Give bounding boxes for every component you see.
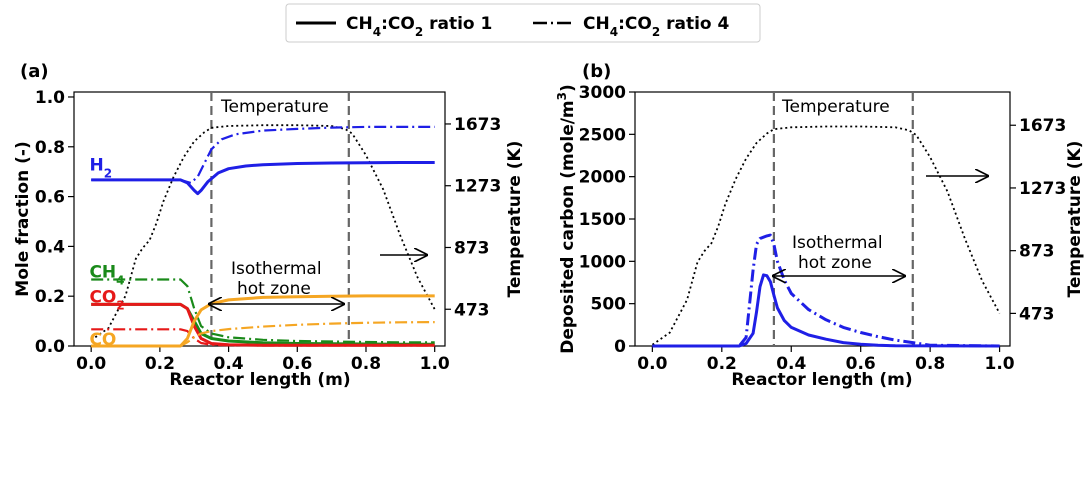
series-line-carbon-ratio-1 [652,273,1000,348]
y-ticks-a: 0.0 0.2 0.4 0.6 0.8 1.0 [35,88,74,357]
y2-tick-label: 1673 [1019,116,1066,136]
legend-label-ratio-1: CH4:CO2 ratio 1 [346,14,492,39]
temperature-line-a [90,124,436,341]
series-a [91,125,435,348]
plot-area-b [634,91,1011,347]
x-axis-label-a: Reactor length (m) [169,370,350,390]
x-tick-label: 1.0 [985,354,1015,374]
isothermal-annotation-a-2: hot zone [237,279,311,299]
temperature-profile [651,125,1001,346]
y-tick-label: 0 [614,337,626,357]
series-line-co2-ratio-4 [91,328,435,347]
x-tick-label: 0.4 [214,354,244,374]
y2-tick-label: 1673 [454,115,501,135]
y-tick-label: 2500 [579,125,626,145]
series-line-ch4-ratio-4 [91,278,435,344]
legend: CH4:CO2 ratio 1 CH4:CO2 ratio 4 [285,3,761,43]
isothermal-annotation-b-1: Isothermal [792,233,883,253]
y-tick-label: 1500 [579,210,626,230]
x-tick-label: 0.8 [915,354,945,374]
y-tick-label: 0.6 [35,188,65,208]
legend-label-ratio-4: CH4:CO2 ratio 4 [583,14,729,39]
species-label: H2 [89,155,112,180]
y-tick-label: 0.4 [35,237,65,257]
x-tick-label: 0.2 [707,354,737,374]
species-label: CH4 [89,263,124,288]
isothermal-annotation-b-2: hot zone [798,253,872,273]
series-line-ch4-ratio-1 [91,302,435,346]
panel-b: (b) 0.0 0.2 0.4 0.6 0.8 1.0 0 500 1000 1500 2000 2… [555,61,1085,390]
y2-axis-label-b: Temperature (K) [1065,141,1085,298]
x-tick-label: 0.0 [76,354,106,374]
y-tick-label: 0.2 [35,287,65,307]
y-tick-label: 3000 [579,83,626,103]
y-tick-label: 0.8 [35,138,65,158]
y2-tick-label: 873 [1019,242,1055,262]
series-line-h2-ratio-1 [91,161,435,196]
y2-tick-label: 473 [1019,304,1055,324]
y2-tick-label: 873 [454,238,490,258]
panel-label-b: (b) [582,61,611,82]
y2-tick-label: 1273 [1019,179,1066,199]
species-label: CO2 [89,287,124,312]
x-tick-label: 0.8 [351,354,381,374]
y2-tick-label: 473 [454,300,490,320]
isothermal-annotation-a-1: Isothermal [231,259,322,279]
series-line-h2-ratio-4 [91,125,435,184]
temperature-annotation-b: Temperature [781,97,890,117]
temperature-annotation-a: Temperature [220,97,329,117]
y-axis-label-a: Mole fraction (-) [13,141,33,296]
x-tick-label: 0.0 [637,354,667,374]
y-ticks-b: 0 500 1000 1500 2000 2500 3000 [579,83,635,357]
x-ticks-a: 0.0 0.2 0.4 0.6 0.8 1.0 [76,346,450,374]
x-tick-label: 0.4 [776,354,806,374]
temperature-line-b [651,125,1001,346]
y-tick-label: 500 [591,295,627,315]
y-tick-label: 1000 [579,252,626,272]
x-tick-label: 0.6 [846,354,876,374]
y2-ticks-b: 473 873 1273 1673 [1010,116,1066,324]
legend-frame [285,3,761,43]
panel-label-a: (a) [20,61,49,82]
y-tick-label: 0.0 [35,337,65,357]
y2-axis-label-a: Temperature (K) [505,141,525,298]
temperature-profile [90,124,436,341]
series-line-co-ratio-4 [91,321,435,348]
y-tick-label: 1.0 [35,88,65,108]
hot-zone-lines-b [772,92,914,346]
y2-tick-label: 1273 [454,177,501,197]
x-axis-label-b: Reactor length (m) [731,370,912,390]
x-tick-label: 1.0 [420,354,450,374]
x-tick-label: 0.2 [145,354,175,374]
y2-ticks-a: 473 873 1273 1673 [445,115,501,320]
x-ticks-b: 0.0 0.2 0.4 0.6 0.8 1.0 [637,346,1015,374]
species-label: CO [89,330,116,350]
hot-zone-lines-a [210,92,350,346]
panel-a: (a) 0.0 0.2 0.4 0.6 0.8 1.0 0.0 0.2 0.4 0.6 0.8 1.… [13,61,525,390]
y-axis-label-b: Deposited carbon (mole/m3) [555,84,578,354]
y-tick-label: 2000 [579,168,626,188]
x-tick-label: 0.6 [282,354,312,374]
